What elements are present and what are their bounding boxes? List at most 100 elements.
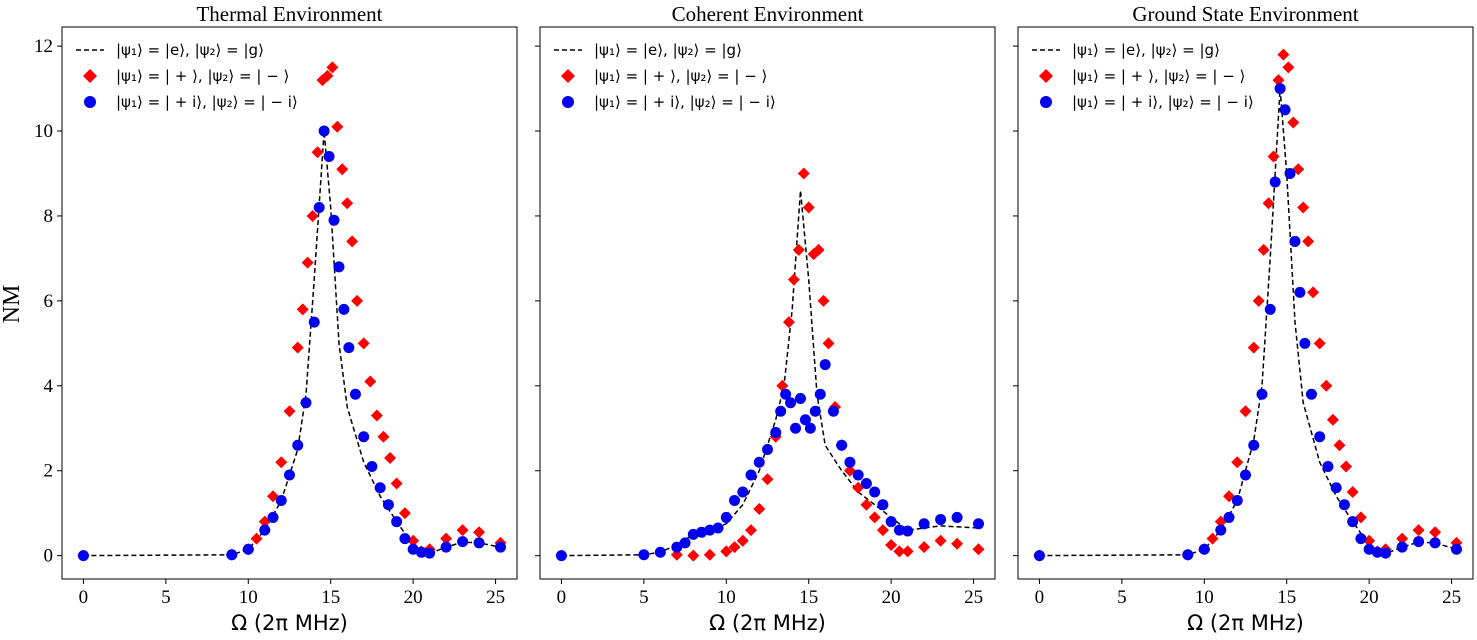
- data-point-plus-i-minus-i: [440, 541, 452, 553]
- data-point-plus-minus: [1396, 532, 1409, 545]
- data-point-plus-minus: [761, 473, 774, 486]
- data-point-plus-i-minus-i: [827, 405, 839, 417]
- x-tick-label: 5: [639, 587, 649, 608]
- legend: |ψ₁⟩ = |e⟩, |ψ₂⟩ = |g⟩ |ψ₁⟩ = | + ⟩, |ψ₂⟩…: [1032, 41, 1254, 111]
- data-point-plus-minus: [1287, 116, 1300, 129]
- data-point-plus-i-minus-i: [1215, 524, 1227, 536]
- data-point-plus-i-minus-i: [935, 514, 947, 526]
- data-point-plus-i-minus-i: [1330, 482, 1342, 494]
- data-point-plus-i-minus-i: [275, 494, 287, 506]
- data-point-plus-i-minus-i: [790, 422, 802, 434]
- data-point-plus-minus: [398, 507, 411, 520]
- data-point-plus-i-minus-i: [794, 393, 806, 405]
- data-point-plus-i-minus-i: [1240, 469, 1251, 481]
- legend: |ψ₁⟩ = |e⟩, |ψ₂⟩ = |g⟩ |ψ₁⟩ = | + ⟩, |ψ₂⟩…: [554, 41, 776, 111]
- data-point-plus-i-minus-i: [259, 524, 271, 536]
- data-point-plus-minus: [1252, 294, 1265, 307]
- data-point-plus-i-minus-i: [308, 316, 320, 328]
- data-point-plus-i-minus-i: [77, 550, 89, 562]
- data-point-plus-i-minus-i: [762, 443, 773, 455]
- y-tick-label: 4: [44, 376, 54, 397]
- data-point-plus-i-minus-i: [1299, 337, 1311, 349]
- x-tick-label: 0: [1035, 587, 1045, 608]
- data-point-plus-i-minus-i: [745, 469, 757, 481]
- x-tick-label: 15: [321, 587, 340, 608]
- x-tick-label: 10: [239, 587, 258, 608]
- legend-marker-diamond: [1039, 69, 1053, 83]
- y-axis-label: NM: [0, 285, 25, 324]
- data-point-plus-i-minus-i: [1198, 543, 1210, 555]
- data-point-plus-i-minus-i: [1256, 388, 1268, 400]
- data-point-plus-minus: [934, 534, 947, 547]
- data-point-plus-minus: [473, 526, 486, 539]
- data-point-plus-i-minus-i: [343, 342, 355, 354]
- data-point-plus-minus: [1429, 526, 1442, 539]
- data-point-plus-i-minus-i: [226, 549, 238, 561]
- data-point-plus-minus: [736, 534, 749, 547]
- legend-marker-circle: [1040, 96, 1052, 108]
- data-point-plus-i-minus-i: [374, 482, 386, 494]
- legend-label: |ψ₁⟩ = | + i⟩, |ψ₂⟩ = | − i⟩: [594, 93, 776, 111]
- data-point-plus-minus: [1267, 150, 1280, 163]
- x-axis-label: Ω (2π MHz): [709, 611, 826, 635]
- data-point-plus-minus: [390, 477, 403, 490]
- x-tick-label: 20: [404, 587, 423, 608]
- data-point-plus-i-minus-i: [780, 388, 792, 400]
- data-point-plus-i-minus-i: [358, 431, 370, 443]
- data-point-plus-minus: [885, 539, 898, 552]
- data-point-plus-minus: [250, 532, 263, 545]
- data-point-plus-i-minus-i: [1396, 541, 1408, 553]
- data-point-plus-i-minus-i: [704, 524, 716, 536]
- legend-label: |ψ₁⟩ = |e⟩, |ψ₂⟩ = |g⟩: [1072, 41, 1220, 59]
- data-point-plus-i-minus-i: [654, 546, 666, 558]
- x-tick-label: 0: [557, 587, 567, 608]
- data-point-plus-minus: [1333, 439, 1346, 452]
- data-point-plus-i-minus-i: [860, 477, 872, 489]
- data-point-plus-i-minus-i: [1223, 511, 1235, 523]
- data-point-plus-i-minus-i: [638, 549, 650, 561]
- legend-label: |ψ₁⟩ = | + i⟩, |ψ₂⟩ = | − i⟩: [1072, 93, 1254, 111]
- legend: |ψ₁⟩ = |e⟩, |ψ₂⟩ = |g⟩ |ψ₁⟩ = | + ⟩, |ψ₂⟩…: [76, 41, 298, 111]
- x-tick-label: 5: [161, 587, 171, 608]
- data-point-plus-i-minus-i: [844, 456, 856, 468]
- x-tick-label: 25: [964, 587, 983, 608]
- data-point-plus-minus: [1231, 456, 1244, 469]
- legend-label: |ψ₁⟩ = | + ⟩, |ψ₂⟩ = | − ⟩: [116, 67, 289, 85]
- data-point-plus-minus: [792, 243, 805, 256]
- x-tick-label: 0: [79, 587, 89, 608]
- data-point-plus-i-minus-i: [951, 511, 963, 523]
- data-point-plus-i-minus-i: [836, 439, 848, 451]
- data-point-plus-i-minus-i: [1413, 536, 1425, 548]
- data-point-plus-i-minus-i: [852, 469, 864, 481]
- legend-marker-circle: [84, 96, 96, 108]
- data-point-plus-i-minus-i: [1429, 537, 1441, 549]
- data-point-plus-minus: [860, 498, 873, 511]
- data-point-plus-i-minus-i: [1231, 494, 1243, 506]
- plot-area: [1033, 48, 1463, 562]
- data-point-plus-i-minus-i: [712, 522, 724, 534]
- data-point-plus-i-minus-i: [737, 486, 749, 498]
- data-point-plus-minus: [1282, 61, 1295, 74]
- data-point-plus-minus: [817, 294, 830, 307]
- data-point-plus-i-minus-i: [893, 524, 905, 536]
- data-point-plus-i-minus-i: [1033, 550, 1045, 562]
- data-point-plus-minus: [326, 61, 339, 74]
- data-point-plus-i-minus-i: [885, 516, 897, 528]
- data-point-plus-i-minus-i: [902, 525, 914, 537]
- data-point-plus-minus: [1239, 405, 1252, 418]
- chart-panel-2: Coherent Environment 0 5 10 15 20 25 Ω (2π MHz)…: [535, 2, 996, 635]
- data-point-plus-i-minus-i: [284, 469, 295, 481]
- legend-marker-diamond: [561, 69, 575, 83]
- x-axis-label: Ω (2π MHz): [231, 611, 348, 635]
- data-point-plus-i-minus-i: [318, 125, 330, 137]
- data-point-plus-minus: [456, 524, 469, 537]
- data-point-plus-i-minus-i: [809, 405, 821, 417]
- data-point-plus-minus: [745, 524, 758, 537]
- data-point-plus-minus: [901, 545, 914, 558]
- data-point-plus-minus: [283, 405, 296, 418]
- data-point-plus-i-minus-i: [1279, 104, 1291, 116]
- data-point-plus-i-minus-i: [391, 516, 403, 528]
- data-point-plus-i-minus-i: [1371, 546, 1383, 558]
- plot-frame: [61, 26, 518, 580]
- data-point-plus-minus: [296, 303, 309, 316]
